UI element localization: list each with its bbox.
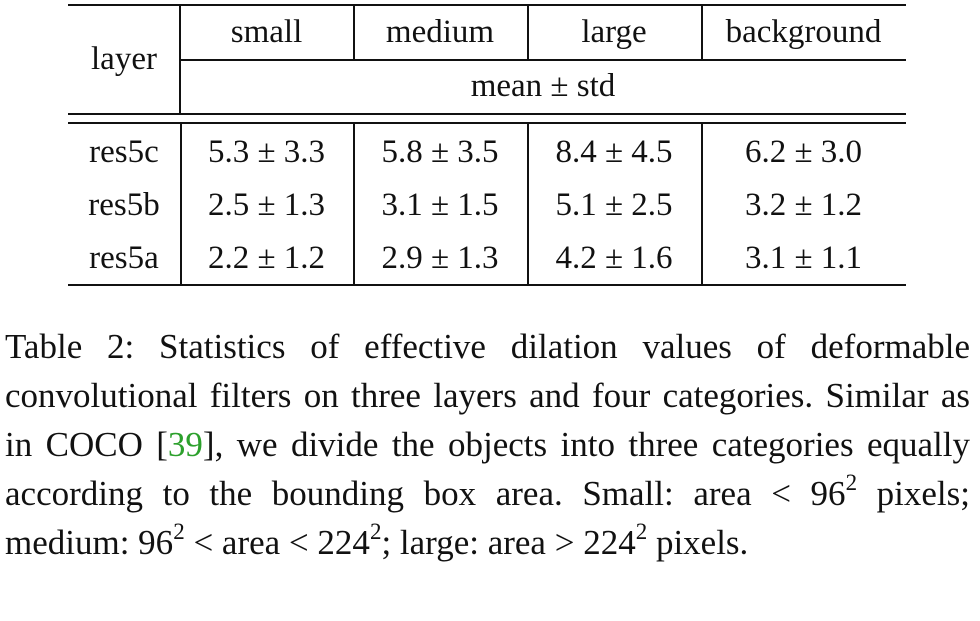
row-label: res5a xyxy=(89,240,159,276)
v-rule xyxy=(701,124,703,284)
bottom-rule xyxy=(68,284,906,286)
superscript: 2 xyxy=(369,519,382,544)
mid-rule xyxy=(180,59,906,61)
caption-text: < area < 224 xyxy=(184,523,370,562)
double-rule xyxy=(68,113,906,115)
table-cell: 4.2 ± 1.6 xyxy=(555,240,673,276)
caption-text: Table 2: Statistics of effective dilatio… xyxy=(5,327,970,464)
table-cell: 3.1 ± 1.1 xyxy=(744,240,863,276)
header-cell: medium xyxy=(385,14,495,50)
table-cell: 2.2 ± 1.2 xyxy=(207,240,326,276)
v-rule xyxy=(527,124,529,284)
table-cell: 3.2 ± 1.2 xyxy=(744,187,863,223)
superscript: 2 xyxy=(635,519,648,544)
caption-text: ; large: area > 224 xyxy=(381,523,636,562)
superscript: 2 xyxy=(173,519,185,544)
header-cell: small xyxy=(230,14,303,50)
header-cell: large xyxy=(581,14,647,50)
table-cell: 5.8 ± 3.5 xyxy=(381,134,499,170)
table-cell: 6.2 ± 3.0 xyxy=(744,134,863,170)
header-cell: layer xyxy=(91,41,157,77)
top-rule xyxy=(68,4,906,6)
table-cell: 8.4 ± 4.5 xyxy=(555,134,673,170)
v-rule xyxy=(527,6,529,59)
caption-text: ], we divide the objects into three cate… xyxy=(5,425,970,513)
table-cell: 2.5 ± 1.3 xyxy=(207,187,326,223)
table-cell: 3.1 ± 1.5 xyxy=(381,187,499,223)
citation[interactable]: 39 xyxy=(167,425,203,464)
caption-text: pixels. xyxy=(647,523,749,562)
v-rule xyxy=(179,6,181,113)
v-rule xyxy=(180,124,182,284)
header-cell: background xyxy=(725,14,882,50)
double-rule xyxy=(68,122,906,124)
caption: Table 2: Statistics of effective dilatio… xyxy=(5,322,970,567)
subheader-cell: mean ± std xyxy=(470,68,616,104)
table-cell: 2.9 ± 1.3 xyxy=(381,240,499,276)
v-rule xyxy=(353,124,355,284)
caption-text: pixels; medium: 96 xyxy=(5,474,970,562)
v-rule xyxy=(353,6,355,59)
v-rule xyxy=(701,6,703,59)
superscript: 2 xyxy=(845,470,858,495)
table-cell: 5.1 ± 2.5 xyxy=(555,187,673,223)
row-label: res5c xyxy=(89,134,159,170)
table: layer small medium large background mean ± st… xyxy=(0,0,980,300)
table-cell: 5.3 ± 3.3 xyxy=(207,134,326,170)
row-label: res5b xyxy=(88,187,160,223)
